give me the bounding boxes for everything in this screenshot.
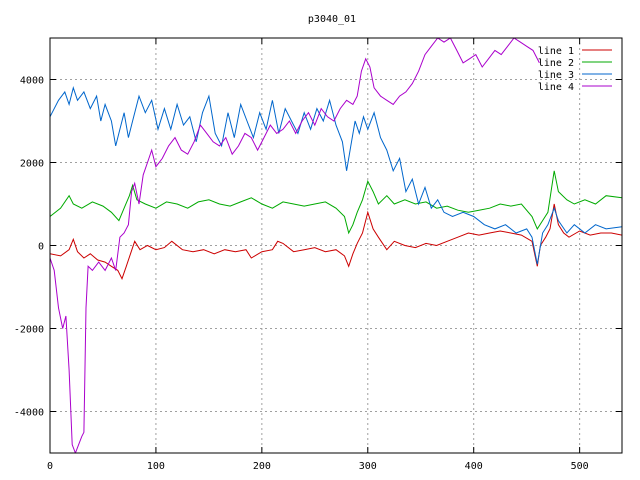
x-tick-label: 100 <box>147 461 165 472</box>
series-line-4 <box>50 38 540 453</box>
series-line-2 <box>50 170 622 235</box>
y-tick-label: 2000 <box>20 159 44 170</box>
series-line-3 <box>50 86 622 265</box>
legend-label-3: line 3 <box>538 70 574 81</box>
x-tick-label: 500 <box>571 461 589 472</box>
x-tick-label: 400 <box>465 461 483 472</box>
series-layer <box>50 38 622 453</box>
y-tick-label: -4000 <box>14 408 44 419</box>
axis-ticks: 0 100 200 300 400 500 -4000 -2000 0 2000 4000 <box>14 38 622 472</box>
series-line-1 <box>50 203 622 280</box>
y-tick-label: -2000 <box>14 325 44 336</box>
x-tick-label: 200 <box>253 461 271 472</box>
x-tick-label: 300 <box>359 461 377 472</box>
y-tick-label: 0 <box>38 242 44 253</box>
x-tick-label: 0 <box>47 461 53 472</box>
legend-label-1: line 1 <box>538 46 574 57</box>
chart-title: p3040_01 <box>308 14 356 25</box>
legend-label-2: line 2 <box>538 58 574 69</box>
legend-label-4: line 4 <box>538 82 574 93</box>
plot-frame <box>49 37 623 454</box>
y-tick-label: 4000 <box>20 76 44 87</box>
